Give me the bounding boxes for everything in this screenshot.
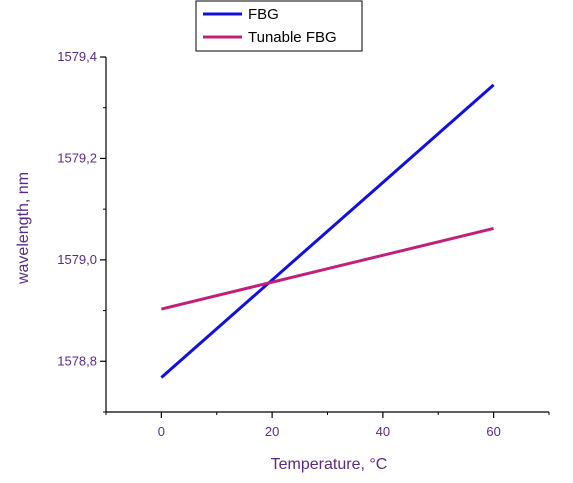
x-axis-title: Temperature, °C <box>271 456 388 473</box>
y-tick-label: 1578,8 <box>57 353 97 368</box>
x-tick-label: 40 <box>376 424 390 439</box>
y-tick-label: 1579,4 <box>57 49 97 64</box>
y-tick-label: 1579,2 <box>57 150 97 165</box>
legend-label: FBG <box>248 6 279 23</box>
legend-label: Tunable FBG <box>248 29 337 46</box>
y-ticks: 1578,8 1579,0 1579,2 1579,4 <box>57 49 106 413</box>
x-tick-label: 0 <box>158 424 165 439</box>
legend-box <box>195 0 363 52</box>
x-tick-label: 20 <box>265 424 279 439</box>
x-tick-label: 60 <box>486 424 500 439</box>
legend-items: FBG Tunable FBG <box>203 6 337 46</box>
y-axis-title: wavelength, nm <box>15 172 32 285</box>
series-line-tunable-fbg <box>161 226 494 311</box>
axes: 1578,8 1579,0 1579,2 1579,4 0 20 40 60 <box>57 49 550 439</box>
x-ticks: 0 20 40 60 <box>105 412 550 439</box>
series-layer <box>160 83 495 379</box>
y-tick-label: 1579,0 <box>57 252 97 267</box>
legend: FBG Tunable FBG <box>195 0 363 52</box>
series-line-fbg <box>160 83 495 379</box>
